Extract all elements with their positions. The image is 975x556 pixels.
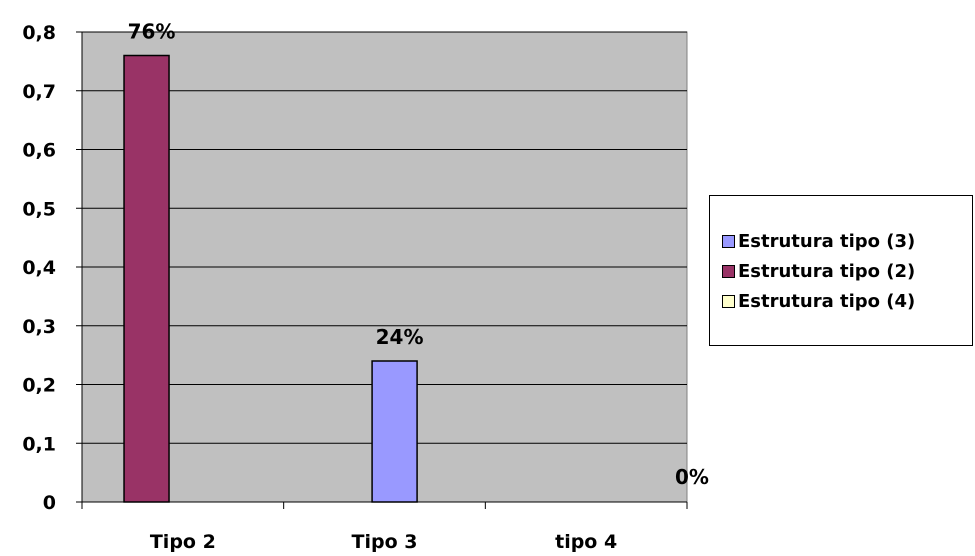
bar xyxy=(371,360,418,503)
data-label: 0% xyxy=(675,465,709,489)
x-tick-label: tipo 4 xyxy=(555,531,617,553)
y-tick-labels: 0 0,1 0,2 0,3 0,4 0,5 0,6 0,7 0,8 xyxy=(22,22,56,514)
data-labels: 76% 24% 0% xyxy=(128,20,709,490)
legend-item-series-2: Estrutura tipo (2) xyxy=(722,258,915,284)
y-tick-label: 0 xyxy=(43,492,56,514)
x-tick-label: Tipo 3 xyxy=(352,531,418,553)
legend: Estrutura tipo (3) Estrutura tipo (2) Es… xyxy=(709,195,973,346)
y-tick-label: 0,3 xyxy=(22,316,56,338)
legend-label-series-3: Estrutura tipo (4) xyxy=(738,290,916,312)
y-tick-label: 0,7 xyxy=(22,81,56,103)
legend-swatch-series-3 xyxy=(722,294,735,308)
legend-item-series-3: Estrutura tipo (4) xyxy=(722,288,915,314)
bar xyxy=(123,54,170,503)
gridlines xyxy=(82,31,687,444)
y-tick-label: 0,6 xyxy=(22,140,56,162)
data-label: 76% xyxy=(128,20,176,44)
legend-label-series-2: Estrutura tipo (2) xyxy=(738,260,916,282)
y-tick-label: 0,1 xyxy=(22,433,56,455)
legend-item-series-1: Estrutura tipo (3) xyxy=(722,228,915,254)
data-label: 24% xyxy=(376,325,424,349)
y-tick-label: 0,8 xyxy=(22,22,56,44)
y-tick-label: 0,2 xyxy=(22,375,56,397)
axes xyxy=(76,31,688,509)
legend-label-series-1: Estrutura tipo (3) xyxy=(738,230,916,252)
y-tick-label: 0,5 xyxy=(22,198,56,220)
legend-swatch-series-2 xyxy=(722,264,735,278)
y-tick-label: 0,4 xyxy=(22,257,56,279)
x-tick-label: Tipo 2 xyxy=(150,531,216,553)
x-tick-labels: Tipo 2 Tipo 3 tipo 4 xyxy=(150,531,617,553)
bars xyxy=(123,54,418,503)
legend-swatch-series-1 xyxy=(722,234,735,248)
